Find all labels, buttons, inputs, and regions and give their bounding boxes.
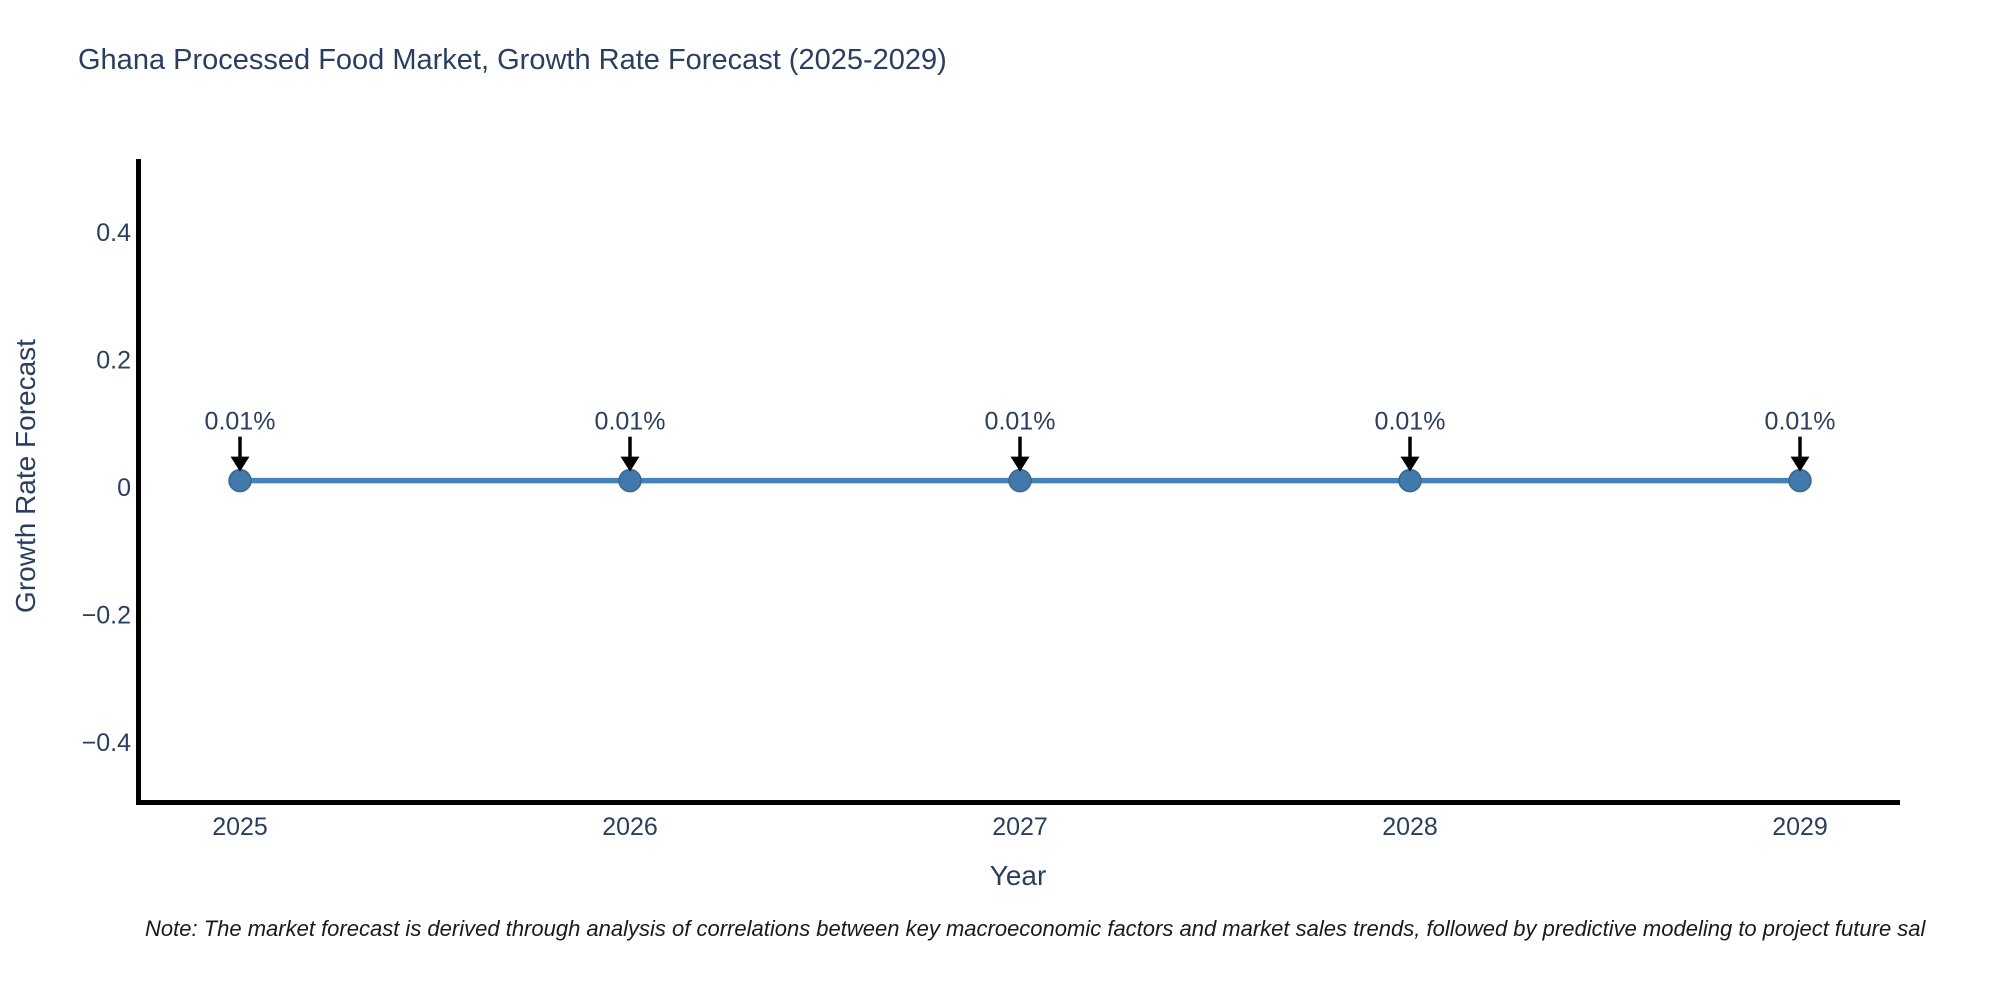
x-axis-spine <box>136 800 1900 805</box>
y-axis-spine <box>136 159 141 805</box>
y-tick-label: 0.2 <box>96 347 131 375</box>
y-tick-label: 0.4 <box>96 219 131 247</box>
x-tick-label: 2028 <box>1382 813 1438 841</box>
x-tick-label: 2026 <box>602 813 658 841</box>
data-point-label: 0.01% <box>985 408 1056 436</box>
annotation-arrow-head <box>1010 456 1030 472</box>
x-tick-label: 2027 <box>992 813 1048 841</box>
chart-title: Ghana Processed Food Market, Growth Rate… <box>78 44 947 76</box>
y-tick-label: 0 <box>117 474 131 502</box>
annotation-arrow-head <box>1790 456 1810 472</box>
data-point-label: 0.01% <box>1765 408 1836 436</box>
data-point-marker <box>1788 468 1812 493</box>
y-tick-label: −0.2 <box>82 602 131 630</box>
x-axis-label: Year <box>989 860 1047 891</box>
data-point-marker <box>618 468 642 493</box>
data-point-label: 0.01% <box>205 408 276 436</box>
annotation-arrow-head <box>230 456 250 472</box>
data-point-marker <box>228 468 252 493</box>
data-point-marker <box>1008 468 1032 493</box>
annotation-arrow-head <box>1400 456 1420 472</box>
data-point-marker <box>1398 468 1422 493</box>
data-point-label: 0.01% <box>595 408 666 436</box>
footnote: Note: The market forecast is derived thr… <box>145 916 1926 941</box>
annotation-arrow-head <box>620 456 640 472</box>
data-point-label: 0.01% <box>1375 408 1446 436</box>
y-tick-label: −0.4 <box>82 729 131 757</box>
x-tick-label: 2029 <box>1772 813 1828 841</box>
x-tick-label: 2025 <box>212 813 268 841</box>
